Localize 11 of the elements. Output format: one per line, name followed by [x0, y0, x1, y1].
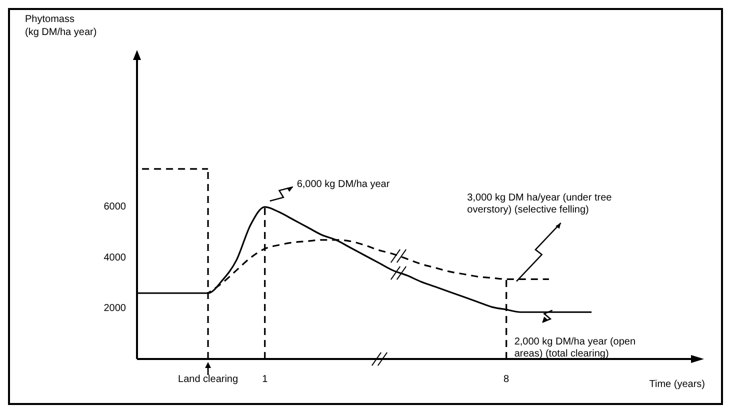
- annotation: 3,000 kg DM ha/year (under tree overstory) (selective felling): [467, 192, 612, 216]
- annotation: 6,000 kg DM/ha year: [296, 178, 390, 190]
- x-axis-title: Time (years): [649, 379, 705, 390]
- annotation: 2,000 kg DM/ha year (open areas) (total clearing): [514, 336, 636, 360]
- y-tick-label: 6000: [104, 202, 126, 213]
- y-tick-label: 4000: [104, 252, 126, 264]
- y-axis-title: Phytomass (kg DM/ha year): [25, 14, 97, 38]
- x-tick-label: 8: [504, 374, 510, 385]
- x-tick-label: Land clearing: [178, 374, 238, 385]
- x-tick-label: 1: [262, 374, 268, 385]
- y-tick-label: 2000: [104, 303, 126, 314]
